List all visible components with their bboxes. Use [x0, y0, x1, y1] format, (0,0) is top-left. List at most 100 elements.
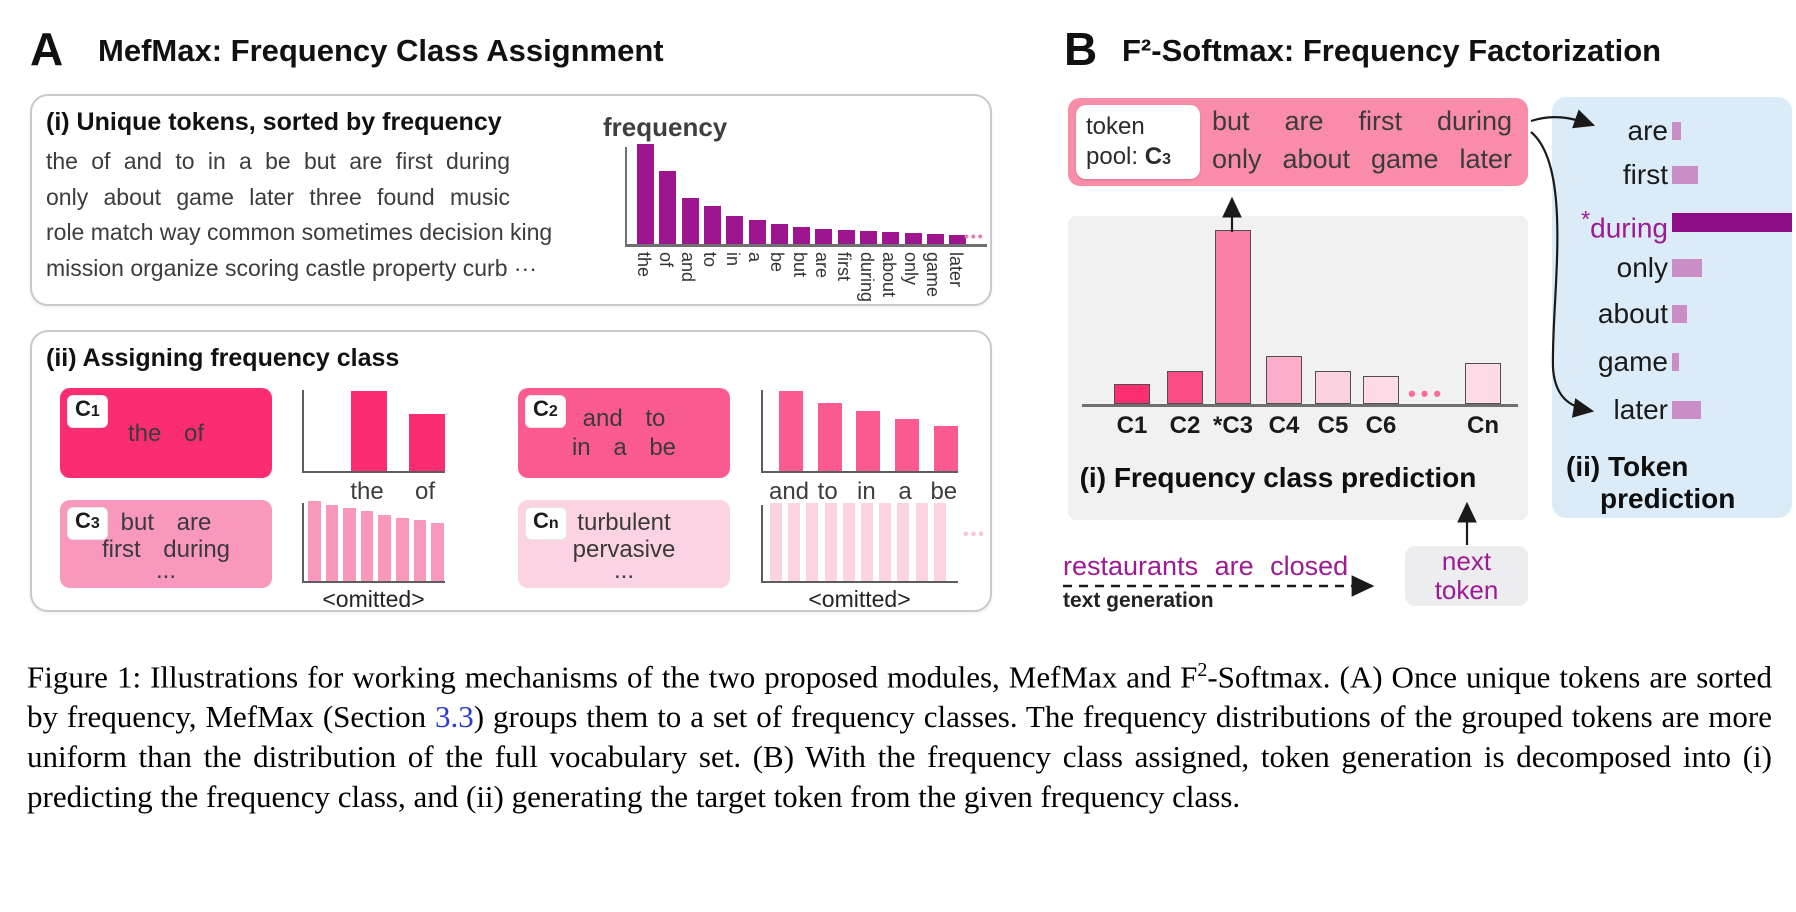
- panel-a-title: MefMax: Frequency Class Assignment: [98, 33, 664, 68]
- token-pool-tag-line2: pool: C3: [1086, 142, 1200, 175]
- vocab_frequency-label-only: only: [901, 252, 922, 286]
- class_cn-bar-2: [788, 503, 801, 581]
- class_prediction-bar-C1: [1114, 384, 1150, 404]
- class-cn-chart: [761, 503, 958, 583]
- class-words-line: first during: [101, 536, 231, 563]
- class-words-c3: but are first during ...: [60, 500, 272, 588]
- badge-index: 3: [90, 515, 100, 532]
- token-prediction-label-about: about: [1597, 298, 1668, 329]
- class_c2-bar-to: [817, 403, 842, 471]
- vocab-chart-title: frequency: [603, 112, 728, 142]
- token-prediction-bar-are: [1672, 122, 1681, 140]
- badge-letter: C: [75, 508, 91, 533]
- class_prediction-bar-C6: [1363, 376, 1399, 404]
- class_c2-label-a: a: [898, 478, 912, 505]
- class_c2-label-to: to: [817, 478, 838, 505]
- class_cn-bar-7: [879, 503, 892, 581]
- token-prediction-bar-first: [1672, 166, 1698, 184]
- class-words-cn: turbulent pervasive ...: [518, 500, 730, 588]
- section-i-box: [30, 94, 992, 306]
- class_c2-bar-be: [933, 426, 958, 471]
- context-text: restaurants are closed: [1063, 551, 1349, 581]
- vocab_frequency-label-a: a: [745, 252, 765, 263]
- token-pool-box: token pool: C3 but are first during only…: [1068, 98, 1528, 186]
- token-line-3: role match way common sometimes decision…: [46, 219, 553, 245]
- badge-index: 1: [90, 403, 100, 420]
- class-card-cn: Cn turbulent pervasive ...: [518, 500, 730, 588]
- class_cn-bar-4: [824, 503, 837, 581]
- vocab_frequency-bar-later: [949, 235, 967, 244]
- vocab_frequency-bar-be: [770, 224, 788, 244]
- class-words-line: ...: [155, 557, 176, 584]
- vocab_frequency-label-about: about: [878, 252, 899, 298]
- token-pool-words-line1: but are first during: [1212, 106, 1512, 136]
- class-card-c2: C2 and to in a be: [518, 388, 730, 478]
- class-words-line: in a be: [571, 434, 677, 461]
- vocab_frequency-bar-are: [815, 229, 833, 244]
- class_cn-bar-5: [842, 503, 855, 581]
- class_prediction-label-Cn: Cn: [1467, 412, 1499, 439]
- token-prediction-bar-game: [1672, 353, 1679, 371]
- token-prediction-rows: are first *during only about game later: [1552, 97, 1792, 447]
- class-c2-chart: [761, 390, 958, 473]
- class_c3-bar-3: [343, 508, 356, 581]
- vocab_frequency-label-but: but: [789, 252, 810, 278]
- class_prediction-label-C4: C4: [1268, 412, 1300, 439]
- panel-b-label: B: [1064, 23, 1098, 75]
- class_c1-bar-the: [351, 391, 387, 471]
- class_prediction-bar-C4: [1266, 356, 1302, 404]
- class-c3-chart-label: <omitted>: [322, 586, 425, 612]
- class-c1-chart: [302, 390, 445, 473]
- badge-index: 2: [548, 403, 558, 420]
- class-c3-chart: [302, 501, 445, 583]
- class-prediction-chart-labels: C1 C2 *C3 C4 C5 C6 Cn: [1082, 412, 1518, 442]
- token-pool-tag: token pool: C3: [1076, 105, 1200, 179]
- class_cn-bar-1: [770, 503, 782, 581]
- vocab_frequency-bar-game: [926, 234, 944, 244]
- class_c1-label-the: the: [350, 478, 384, 505]
- subfig-ii-caption-line1: (ii) Token: [1566, 451, 1689, 482]
- class_c1-label-of: of: [414, 478, 435, 505]
- next-token-box: next token: [1405, 546, 1528, 606]
- vocab_frequency-bar-a: [748, 220, 766, 244]
- caption-segment-sup: 2: [1197, 659, 1208, 681]
- token-pool-tag-prefix: pool:: [1086, 143, 1145, 170]
- vocab_frequency-label-in: in: [722, 252, 743, 267]
- vocab_frequency-bar-of: [659, 171, 677, 244]
- class_prediction-bar-C2: [1167, 371, 1203, 404]
- vocab_frequency-bar-only: [904, 233, 922, 244]
- class-words-line: but are: [120, 509, 212, 536]
- vocab_frequency-bar-but: [793, 227, 811, 244]
- class-card-c3: C3 but are first during ...: [60, 500, 272, 588]
- class_c3-bar-2: [325, 505, 339, 581]
- token-line-2: only about game later three found music: [46, 183, 510, 210]
- token-prediction-label-during: *during: [1581, 206, 1668, 244]
- next-token-line2: token: [1434, 575, 1499, 605]
- token-pool-words: but are first during only about game lat…: [1212, 106, 1512, 182]
- section-ii-heading: (ii) Assigning frequency class: [46, 344, 400, 372]
- class_prediction-label-C5: C5: [1317, 412, 1349, 439]
- token-pool-words-line2: only about game later: [1212, 144, 1512, 174]
- class_c2-label-in: in: [857, 478, 876, 505]
- class_prediction-bar-*C3: [1215, 230, 1251, 404]
- class_c2-label-be: be: [930, 478, 958, 505]
- class-c1-chart-labels: the of: [302, 478, 445, 506]
- token-prediction-label-game: game: [1597, 346, 1668, 377]
- class_c3-bar-8: [431, 523, 444, 581]
- token-prediction-bar-later: [1672, 401, 1701, 419]
- class_prediction-label-C1: C1: [1116, 412, 1148, 439]
- class-words-line: turbulent: [577, 509, 671, 536]
- caption-section-link[interactable]: 3.3: [435, 699, 474, 735]
- asterisk-marker: *: [1581, 206, 1591, 232]
- class_c2-bar-and: [779, 391, 803, 471]
- token-line-1: the of and to in a be but are first duri…: [46, 148, 510, 174]
- vocab_frequency-label-be: be: [767, 252, 788, 273]
- class_c2-bar-a: [895, 419, 920, 471]
- class_c1-bar-of: [409, 414, 445, 471]
- class_prediction-label-*C3: *C3: [1212, 412, 1254, 439]
- class_c3-bar-7: [413, 520, 427, 581]
- token-pool-class-letter: C: [1144, 143, 1163, 170]
- vocab_frequency-bar-in: [726, 216, 744, 244]
- vocab_frequency-bar-the: [637, 144, 654, 244]
